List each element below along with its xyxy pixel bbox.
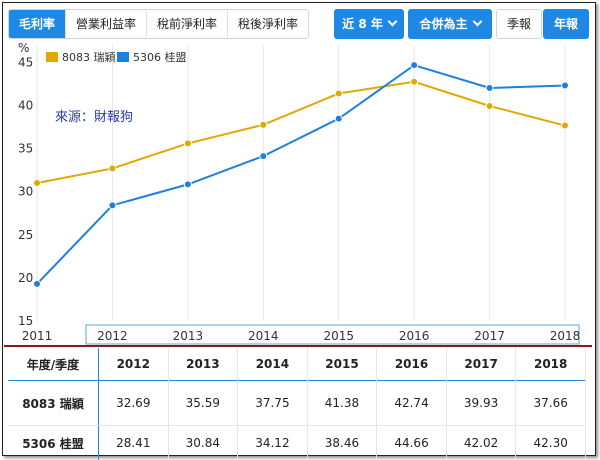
table-cell: 32.69 [99,381,169,426]
x-tick-label: 2011 [22,329,53,343]
table-cell: 37.75 [238,381,308,426]
series-lines [37,65,565,284]
table-cell: 28.41 [99,426,169,460]
y-tick-label: 30 [18,185,33,199]
table-cell: 35.59 [168,381,238,426]
data-point [486,102,493,109]
series-points [34,62,569,288]
table-cell: 38.46 [307,426,377,460]
table-cell: 39.93 [446,381,516,426]
table-header-row: 年度/季度 2012 2013 2014 2015 2016 2017 2018 [8,348,586,381]
x-tick-label: 2014 [248,329,279,343]
data-point [562,82,569,89]
table-header-year: 2012 [99,348,169,381]
data-point [562,122,569,129]
table-cell: 44.66 [377,426,447,460]
table-cell: 30.84 [168,426,238,460]
table-header-year: 2018 [516,348,586,381]
y-tick-label: 25 [18,228,33,242]
data-point [34,180,41,187]
legend-label-5306[interactable]: 5306 桂盟 [133,50,187,64]
x-axis: 2011 2012 2013 2014 2015 2016 2017 2018 [22,329,581,343]
legend-swatch-8083 [46,52,58,62]
table-cell: 37.66 [516,381,586,426]
data-point [260,121,267,128]
data-point [184,140,191,147]
data-point [335,115,342,122]
data-point [34,280,41,287]
x-tick-label: 2013 [173,329,204,343]
y-tick-label: 20 [18,271,33,285]
x-tick-label: 2018 [550,329,581,343]
legend-swatch-5306 [117,52,129,62]
table-header-year: 2015 [307,348,377,381]
data-point [411,78,418,85]
y-tick-label: 45 [18,55,33,69]
y-axis-label: % [18,41,29,55]
x-tick-label: 2017 [474,329,505,343]
table-cell: 42.30 [516,426,586,460]
table-cell: 42.74 [377,381,447,426]
table-cell: 41.38 [307,381,377,426]
table-cell: 42.02 [446,426,516,460]
legend: 8083 瑞穎 5306 桂盟 [46,50,187,64]
table-header-year: 2013 [168,348,238,381]
table-cell: 34.12 [238,426,308,460]
x-tick-label: 2016 [399,329,430,343]
data-point [109,165,116,172]
series-line [37,65,565,284]
y-axis: 15 20 25 30 35 40 45 [18,55,33,328]
data-table: 年度/季度 2012 2013 2014 2015 2016 2017 2018… [8,348,586,460]
source-watermark: 來源：財報狗 [55,110,133,125]
y-tick-label: 35 [18,142,33,156]
table-row-label: 5306 桂盟 [8,426,99,460]
legend-label-8083[interactable]: 8083 瑞穎 [62,50,116,64]
table-header-year: 2014 [238,348,308,381]
section-divider [4,345,592,347]
data-point [411,62,418,69]
table-header-label: 年度/季度 [8,348,99,381]
data-point [109,202,116,209]
data-point [335,90,342,97]
data-point [486,84,493,91]
data-point [184,181,191,188]
table-row: 8083 瑞穎 32.69 35.59 37.75 41.38 42.74 39… [8,381,586,426]
y-tick-label: 40 [18,98,33,112]
x-tick-label: 2012 [97,329,128,343]
table-row-label: 8083 瑞穎 [8,381,99,426]
table-row: 5306 桂盟 28.41 30.84 34.12 38.46 44.66 42… [8,426,586,460]
table-header-year: 2017 [446,348,516,381]
data-point [260,153,267,160]
x-tick-label: 2015 [323,329,354,343]
table-header-year: 2016 [377,348,447,381]
y-tick-label: 15 [18,314,33,328]
